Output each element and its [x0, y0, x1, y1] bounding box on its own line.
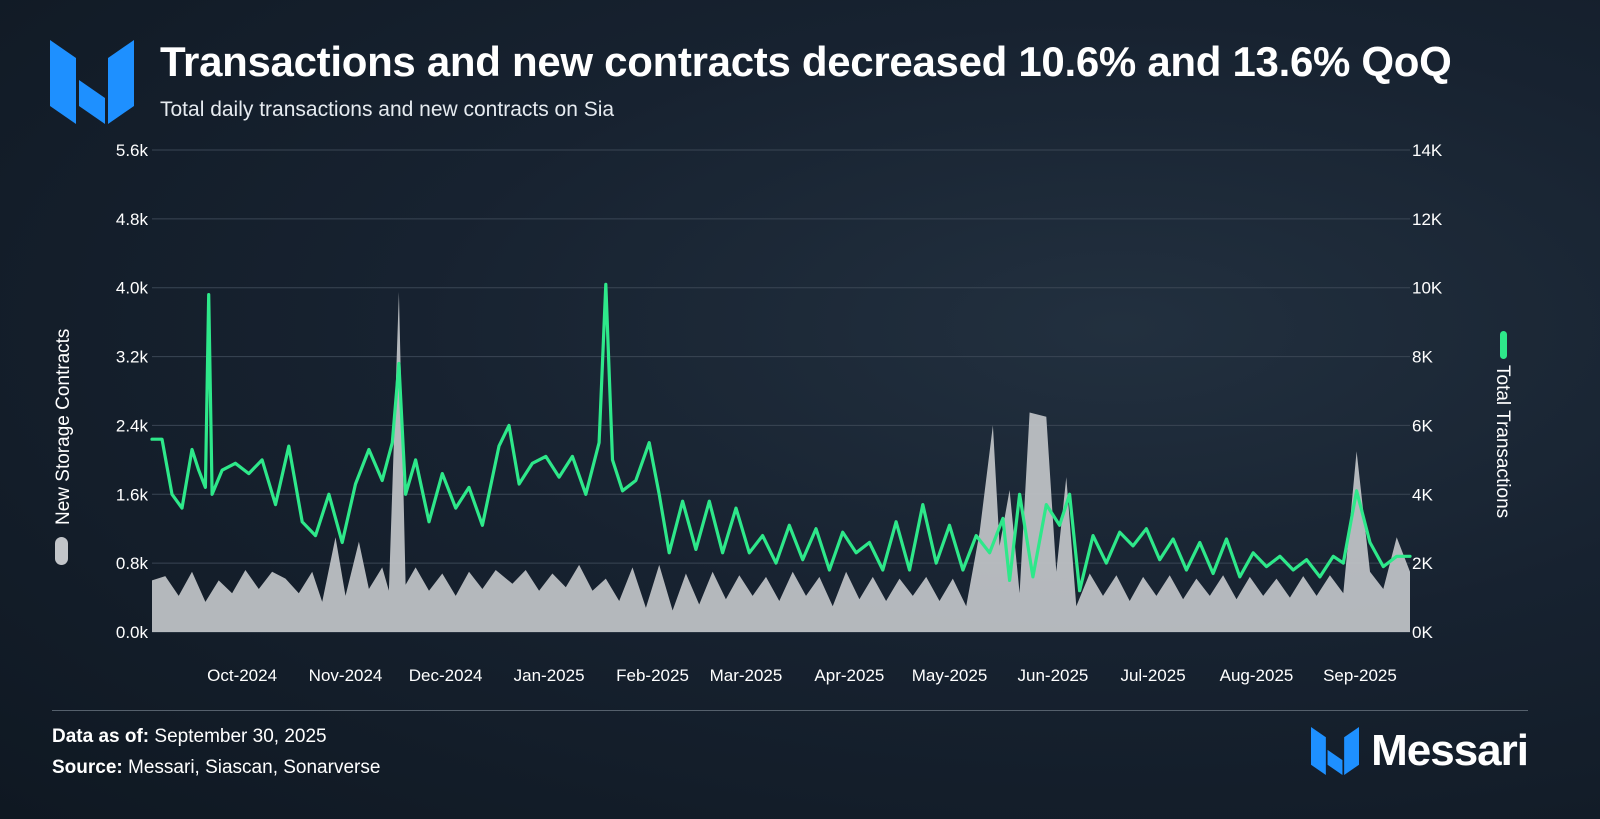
left-axis-legend: New Storage Contracts — [53, 329, 74, 565]
x-axis-tick-label: Dec-2024 — [409, 666, 483, 685]
right-axis-label: Total Transactions — [1492, 365, 1513, 518]
left-axis-tick-label: 0.0k — [116, 623, 149, 642]
x-axis-tick-label: Jun-2025 — [1018, 666, 1089, 685]
transactions-line — [150, 282, 1412, 593]
source-label: Source: — [52, 757, 123, 778]
left-axis-tick-label: 4.8k — [116, 210, 149, 229]
left-axis-tick-label: 4.0k — [116, 279, 149, 298]
brand-lockup: Messari — [1311, 726, 1529, 776]
x-axis-tick-label: Apr-2025 — [814, 666, 884, 685]
source-value: Messari, Siascan, Sonarverse — [128, 757, 381, 778]
right-axis-tick-label: 8K — [1412, 348, 1433, 367]
x-axis-tick-label: Oct-2024 — [207, 666, 277, 685]
messari-brand-icon — [1311, 727, 1360, 775]
left-axis-tick-label: 2.4k — [116, 416, 149, 435]
x-axis-tick-label: Jan-2025 — [514, 666, 585, 685]
chart-subtitle: Total daily transactions and new contrac… — [160, 98, 615, 121]
left-axis-tick-label: 3.2k — [116, 348, 149, 367]
left-axis-tick-label: 1.6k — [116, 485, 149, 504]
right-axis-tick-label: 12K — [1412, 210, 1443, 229]
right-axis-tick-label: 0K — [1412, 623, 1433, 642]
right-axis-tick-label: 4K — [1412, 485, 1433, 504]
left-axis-ticks: 0.0k 0.8k 1.6k 2.4k 3.2k 4.0k 4.8k 5.6k — [116, 141, 149, 642]
right-axis-tick-label: 6K — [1412, 416, 1433, 435]
transactions-legend-swatch — [1500, 331, 1507, 359]
transactions-series — [150, 282, 1412, 593]
x-axis-tick-label: Sep-2025 — [1323, 666, 1397, 685]
chart-title: Transactions and new contracts decreased… — [160, 38, 1452, 85]
data-as-of-value: September 30, 2025 — [154, 726, 327, 747]
footer-divider — [52, 710, 1528, 711]
x-axis-tick-label: Feb-2025 — [616, 666, 689, 685]
right-axis-tick-label: 10K — [1412, 279, 1443, 298]
x-axis-ticks: Oct-2024 Nov-2024 Dec-2024 Jan-2025 Feb-2025… — [207, 666, 1397, 685]
x-axis-tick-label: Aug-2025 — [1220, 666, 1294, 685]
contracts-series — [152, 292, 1410, 632]
gridlines — [152, 149, 1410, 633]
x-axis-tick-label: May-2025 — [912, 666, 988, 685]
chart: 0.0k 0.8k 1.6k 2.4k 3.2k 4.0k 4.8k 5.6k 0K 2K 4K 6… — [53, 141, 1513, 685]
contracts-area — [152, 292, 1410, 632]
right-axis-tick-label: 2K — [1412, 554, 1433, 573]
data-as-of-label: Data as of: — [52, 726, 150, 747]
right-axis-legend: Total Transactions — [1492, 331, 1513, 518]
right-axis-ticks: 0K 2K 4K 6K 8K 10K 12K 14K — [1412, 141, 1443, 642]
source-line: Source: Messari, Siascan, Sonarverse — [52, 757, 380, 779]
contracts-legend-swatch — [55, 537, 68, 565]
messari-logo-icon — [50, 40, 134, 124]
x-axis-tick-label: Mar-2025 — [710, 666, 783, 685]
x-axis-tick-label: Nov-2024 — [309, 666, 383, 685]
right-axis-tick-label: 14K — [1412, 141, 1443, 160]
left-axis-label: New Storage Contracts — [53, 329, 74, 525]
brand-name: Messari — [1371, 726, 1529, 775]
data-as-of: Data as of: September 30, 2025 — [52, 726, 327, 748]
left-axis-tick-label: 0.8k — [116, 554, 149, 573]
x-axis-tick-label: Jul-2025 — [1120, 666, 1185, 685]
left-axis-tick-label: 5.6k — [116, 141, 149, 160]
